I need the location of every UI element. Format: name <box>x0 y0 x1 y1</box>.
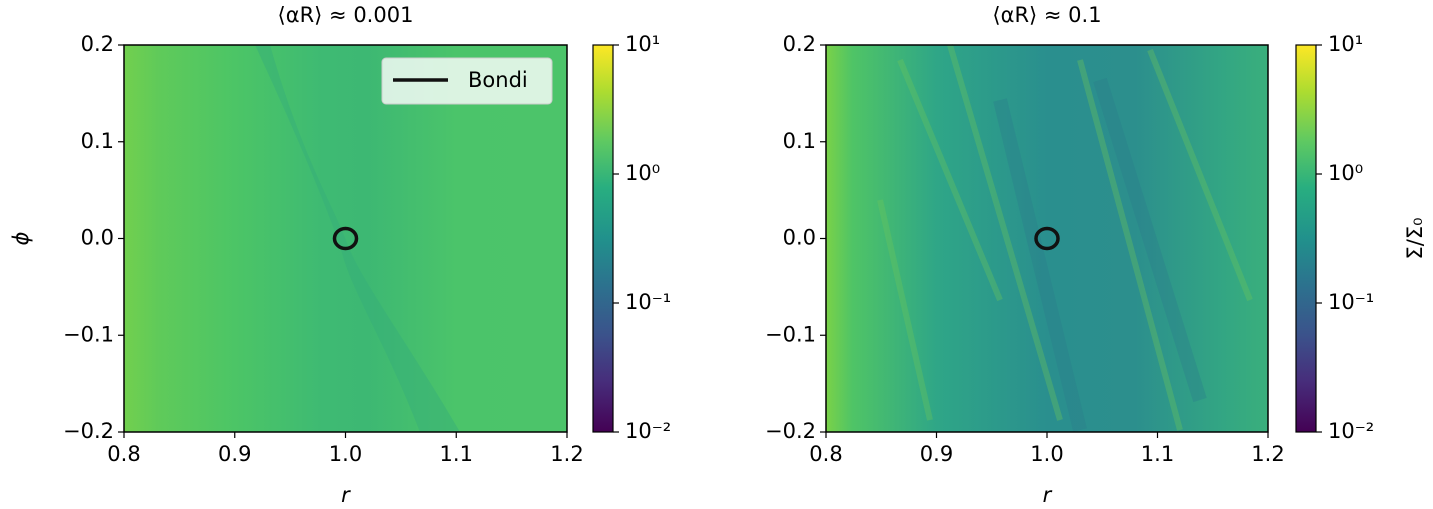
heatmap-left <box>124 45 567 432</box>
x-tick-label: 1.1 <box>1141 442 1174 466</box>
x-tick-label: 1.0 <box>329 442 362 466</box>
bondi-circle <box>1034 226 1060 251</box>
colorbar <box>1296 45 1316 432</box>
colorbar-tick-label: 10⁻² <box>1328 419 1374 443</box>
y-tick-label: 0.0 <box>81 226 114 250</box>
y-tick-label: −0.2 <box>765 419 816 443</box>
legend-label: Bondi <box>468 68 528 92</box>
x-tick-label: 0.9 <box>218 442 251 466</box>
colorbar-tick-label: 10⁻² <box>625 419 671 443</box>
y-tick-label: 0.1 <box>81 129 114 153</box>
x-tick-label: 1.2 <box>550 442 583 466</box>
y-tick-label: −0.1 <box>765 322 816 346</box>
y-tick-label: 0.2 <box>783 32 816 56</box>
colorbar-label: Σ/Σ₀ <box>1403 217 1427 259</box>
x-tick-label: 1.0 <box>1030 442 1063 466</box>
x-axis-label: r <box>341 483 351 505</box>
colorbar-tick-label: 10⁰ <box>625 161 660 185</box>
y-tick-label: −0.2 <box>63 419 114 443</box>
x-axis-label: r <box>1043 483 1053 505</box>
colorbar-frame <box>1295 44 1317 433</box>
x-tick-label: 0.9 <box>920 442 953 466</box>
colorbar-tick-label: 10¹ <box>625 32 660 56</box>
legend-box <box>381 57 553 105</box>
y-tick-label: 0.1 <box>783 129 816 153</box>
colorbar-tick-label: 10⁻¹ <box>1328 290 1374 314</box>
x-tick-label: 1.1 <box>440 442 473 466</box>
colorbar <box>593 45 613 432</box>
colorbar-tick-label: 10¹ <box>1328 32 1363 56</box>
y-tick-label: 0.0 <box>783 226 816 250</box>
y-tick-label: 0.2 <box>81 32 114 56</box>
heatmap-right <box>826 44 1268 432</box>
colorbar-tick-label: 10⁰ <box>1328 161 1363 185</box>
x-tick-label: 0.8 <box>107 442 140 466</box>
x-tick-label: 0.8 <box>809 442 842 466</box>
y-tick-label: −0.1 <box>63 322 114 346</box>
colorbar-tick-label: 10⁻¹ <box>625 290 671 314</box>
y-axis-label: ϕ <box>9 231 33 245</box>
colorbar-frame <box>592 44 614 433</box>
bondi-circle <box>332 226 359 251</box>
chart-title: ⟨αR⟩ ≈ 0.1 <box>992 3 1101 27</box>
chart-title: ⟨αR⟩ ≈ 0.001 <box>278 3 414 27</box>
x-tick-label: 1.2 <box>1251 442 1284 466</box>
